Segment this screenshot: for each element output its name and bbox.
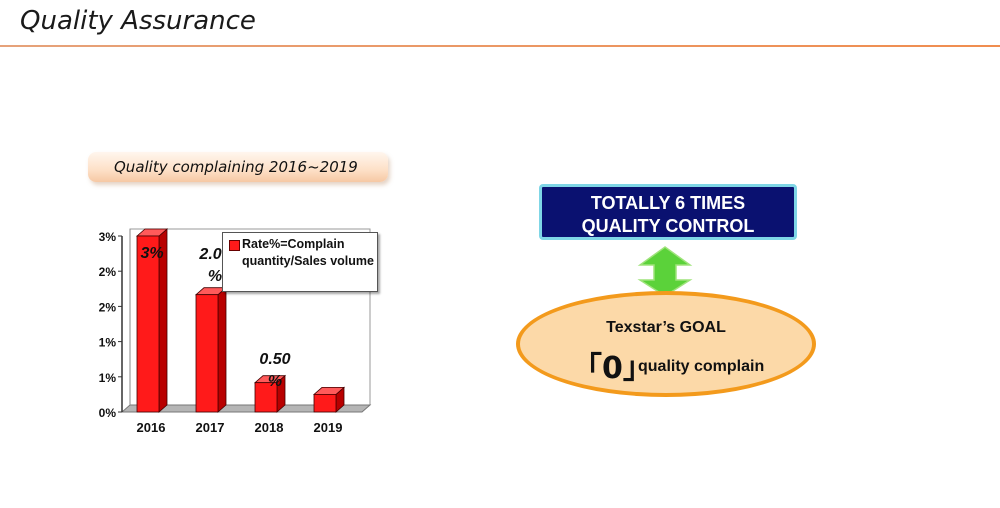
qc-line-2: QUALITY CONTROL <box>581 216 755 236</box>
chart-banner: Quality complaining 2016~2019 <box>88 152 388 182</box>
bar-2017 <box>195 294 219 413</box>
qc-line-1: TOTALLY 6 TIMES <box>590 193 746 213</box>
data-label-2018: % <box>268 373 282 390</box>
goal-title: Texstar’s GOAL <box>606 319 726 336</box>
x-tick-label: 2018 <box>255 420 284 435</box>
page-title: Quality Assurance <box>20 6 256 36</box>
x-tick-label: 2019 <box>314 420 343 435</box>
bar-side <box>217 286 227 413</box>
x-tick-label: 2017 <box>196 420 225 435</box>
data-label-2019: % <box>332 354 346 371</box>
y-tick-label: 0% <box>99 406 117 420</box>
bar-2019 <box>313 393 337 413</box>
chart-floor <box>120 404 372 413</box>
chart-banner-label: Quality complaining 2016~2019 <box>114 158 358 176</box>
data-label-2017: % <box>208 268 222 285</box>
data-label-2019: 0.30 <box>323 332 354 349</box>
data-label-2018: 0.50 <box>259 351 290 368</box>
y-tick-label: 1% <box>99 371 117 385</box>
legend-text: Rate%=Complain quantity/Sales volume <box>242 237 374 268</box>
goal-subtitle: quality complain <box>638 358 765 375</box>
y-tick-label: 1% <box>99 336 117 350</box>
y-tick-label: 2% <box>99 265 117 279</box>
y-tick-label: 2% <box>99 300 117 314</box>
goal-zero: 「0」 <box>572 351 653 386</box>
bar-2016 <box>136 235 160 413</box>
y-tick-label: 3% <box>99 230 117 244</box>
title-divider <box>0 45 1000 47</box>
x-tick-label: 2016 <box>137 420 166 435</box>
data-label-2016: 3% <box>140 245 163 262</box>
goal-ellipse: Texstar’s GOAL 「0」 quality complain <box>516 291 816 397</box>
legend-swatch <box>229 240 240 251</box>
quality-control-box: TOTALLY 6 TIMES QUALITY CONTROL <box>539 184 797 240</box>
chart-legend: Rate%=Complain quantity/Sales volume <box>222 232 378 292</box>
bar-2018 <box>254 382 278 413</box>
